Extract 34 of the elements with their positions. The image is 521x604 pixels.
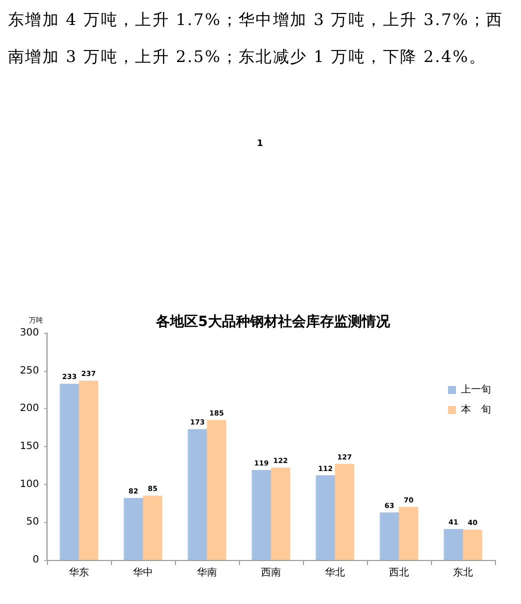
bar — [124, 498, 143, 560]
y-tick-label: 100 — [20, 478, 39, 490]
legend-label: 上一旬 — [461, 384, 491, 396]
x-tick-label: 华北 — [325, 566, 345, 578]
bar — [399, 507, 418, 560]
y-tick-label: 300 — [20, 328, 39, 338]
bar — [143, 496, 162, 560]
x-tick-label: 华中 — [133, 566, 153, 578]
bar — [271, 468, 290, 560]
chart-title: 各地区5大品种钢材社会库存监测情况 — [155, 313, 391, 330]
x-tick-label: 华东 — [69, 566, 89, 578]
bar — [444, 528, 463, 560]
bar — [316, 475, 335, 560]
bar — [335, 464, 354, 560]
bar — [252, 470, 271, 560]
text: 1 — [256, 139, 264, 149]
y-tick-label: 50 — [26, 516, 39, 528]
bar — [207, 420, 226, 560]
legend-label: 本 旬 — [461, 404, 491, 416]
bar — [60, 384, 79, 560]
text: 南增加 3 万吨，上升 2.5%；东北减少 1 万吨，下降 2.4%。 — [8, 47, 486, 68]
bar — [188, 429, 207, 560]
x-tick-label: 西南 — [261, 566, 281, 578]
bar — [79, 380, 98, 560]
bar — [380, 512, 399, 560]
y-tick-label: 200 — [20, 403, 39, 414]
bar — [463, 530, 482, 560]
text: 东增加 4 万吨，上升 1.7%；华中增加 3 万吨，上升 3.7%；西 — [8, 10, 504, 31]
y-tick-label: 250 — [20, 365, 39, 376]
y-tick-label: 150 — [20, 441, 39, 452]
x-tick-label: 华南 — [197, 566, 217, 578]
y-tick-label: 0 — [32, 554, 39, 566]
x-tick-label: 东北 — [453, 566, 473, 578]
x-tick-label: 西北 — [389, 566, 409, 578]
